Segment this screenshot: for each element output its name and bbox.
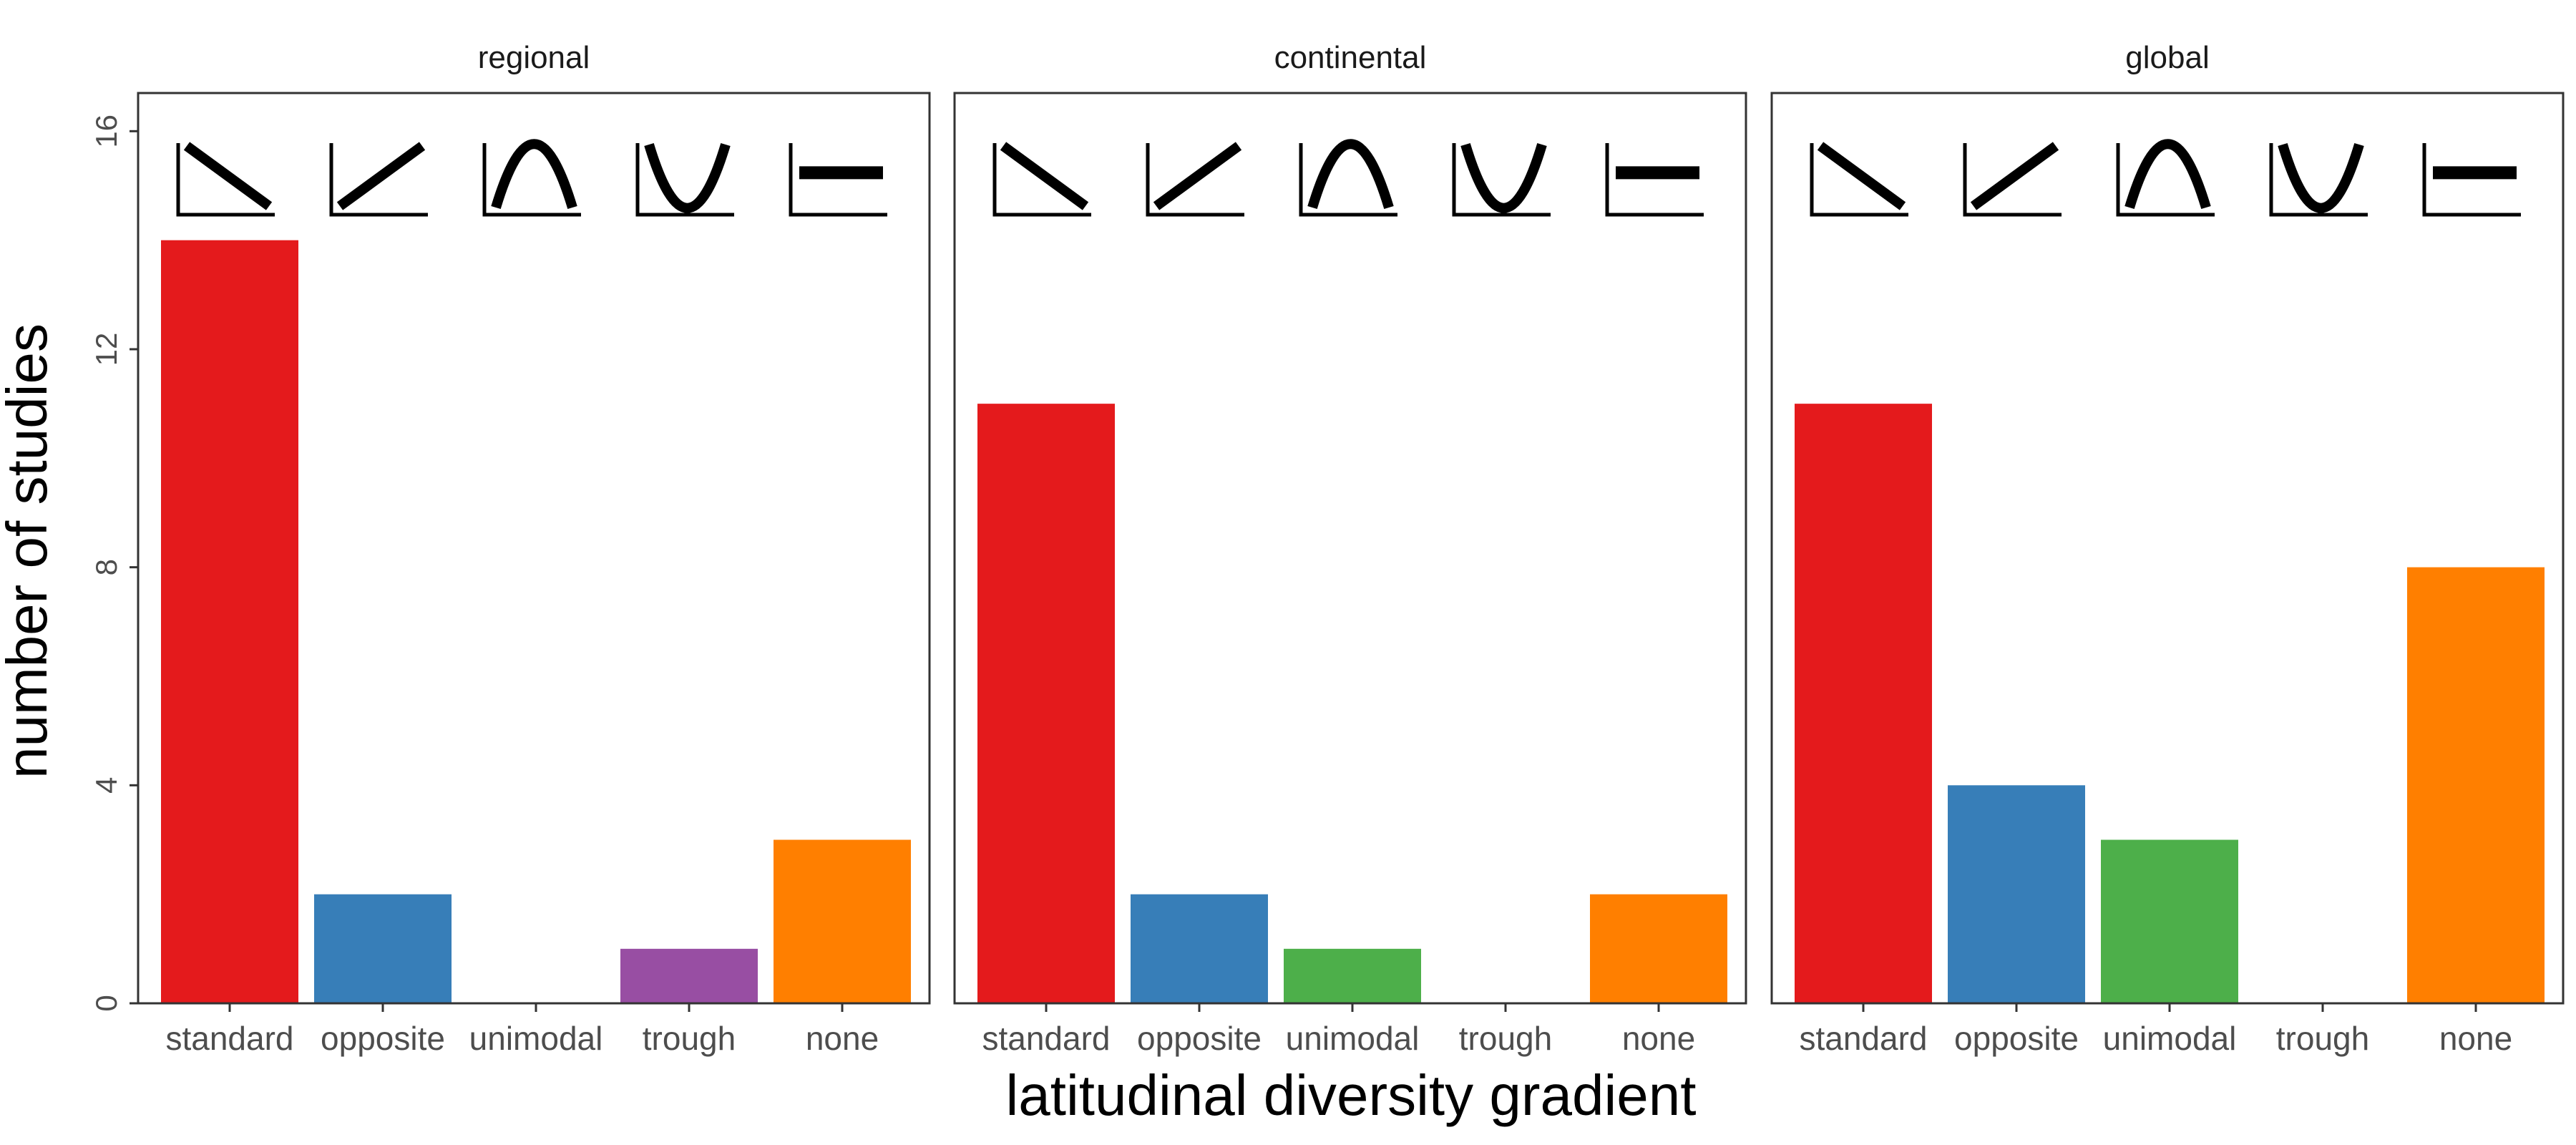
bar-none [774, 839, 911, 1003]
x-tick-label: standard [982, 1020, 1110, 1057]
bar-standard [977, 404, 1115, 1003]
x-tick-label: opposite [321, 1020, 445, 1057]
trough-curve-icon [1452, 142, 1551, 217]
panel-border [137, 92, 931, 1005]
decreasing-line-icon [992, 142, 1091, 217]
increasing-line-icon [1963, 142, 2062, 217]
trough-curve-icon [635, 142, 734, 217]
x-axis-label: latitudinal diversity gradient [1006, 1063, 1697, 1127]
x-tick-label: unimodal [469, 1020, 603, 1057]
x-tick-label: none [806, 1020, 879, 1057]
y-tick-label: 16 [89, 114, 123, 148]
facet-title: global [2125, 40, 2209, 75]
bar-standard [1795, 404, 1932, 1003]
flat-line-icon [789, 143, 887, 217]
x-tick-label: standard [1799, 1020, 1927, 1057]
flat-line-icon [1605, 143, 1704, 217]
y-tick-label: 4 [89, 777, 123, 794]
y-tick-label: 0 [89, 995, 123, 1011]
bar-unimodal [1284, 948, 1421, 1003]
decreasing-line-icon [176, 142, 275, 217]
facet-panel-continental: continental standard opposite unimodal troug… [953, 40, 1747, 1057]
bar-none [2407, 567, 2545, 1003]
bar-standard [161, 240, 298, 1003]
panel-border [1770, 92, 2565, 1005]
facet-panel-global: global standard opposite unimodal trough none [1770, 40, 2565, 1057]
panels-layer: regional standard opposite unimodal trough no… [137, 40, 2565, 1057]
y-axis-label: number of studies [0, 323, 59, 779]
facet-title: continental [1274, 40, 1427, 75]
facet-panel-regional: regional standard opposite unimodal trough no… [137, 40, 931, 1057]
increasing-line-icon [1146, 142, 1244, 217]
panel-border [953, 92, 1747, 1005]
y-axis: 0 4 8 12 16 [89, 114, 138, 1012]
bar-opposite [1131, 894, 1268, 1003]
trough-curve-icon [2269, 142, 2368, 217]
hump-curve-icon [2116, 139, 2215, 217]
bar-none [1590, 894, 1727, 1003]
x-tick-label: standard [165, 1020, 293, 1057]
hump-curve-icon [482, 139, 581, 217]
bar-unimodal [2101, 839, 2238, 1003]
bar-opposite [314, 894, 452, 1003]
bar-trough [620, 948, 758, 1003]
x-tick-label: trough [1459, 1020, 1552, 1057]
bar-opposite [1948, 785, 2085, 1003]
x-tick-label: none [2439, 1020, 2512, 1057]
x-tick-label: unimodal [1286, 1020, 1420, 1057]
flat-line-icon [2422, 143, 2521, 217]
decreasing-line-icon [1810, 142, 1908, 217]
x-tick-label: opposite [1137, 1020, 1262, 1057]
y-tick-label: 12 [89, 333, 123, 366]
x-tick-label: trough [643, 1020, 736, 1057]
facet-title: regional [478, 40, 590, 75]
x-tick-label: trough [2276, 1020, 2369, 1057]
hump-curve-icon [1299, 139, 1397, 217]
x-tick-label: opposite [1954, 1020, 2079, 1057]
increasing-line-icon [329, 142, 428, 217]
x-tick-label: unimodal [2103, 1020, 2237, 1057]
y-tick-label: 8 [89, 559, 123, 575]
x-tick-label: none [1622, 1020, 1695, 1057]
